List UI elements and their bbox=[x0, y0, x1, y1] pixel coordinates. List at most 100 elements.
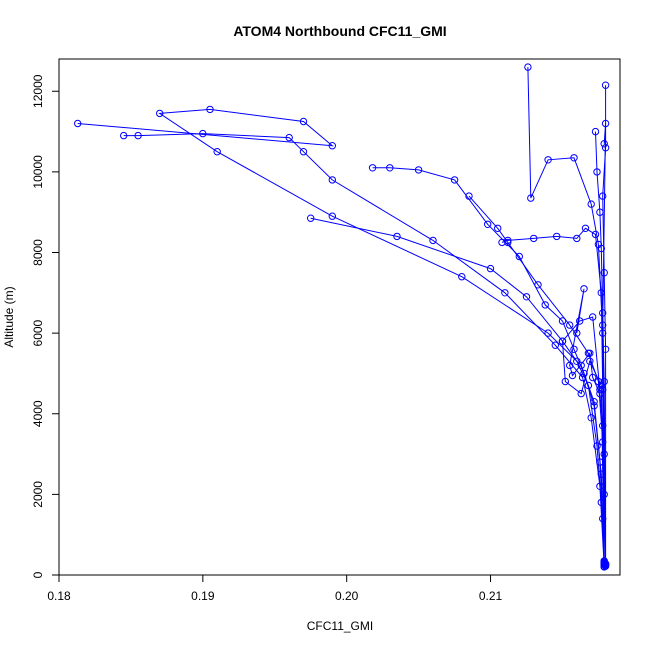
series-line-profile-8 bbox=[595, 131, 607, 565]
data-point bbox=[156, 109, 164, 118]
series-line-profile-7 bbox=[501, 227, 605, 563]
data-point bbox=[206, 105, 214, 114]
data-point bbox=[515, 252, 523, 261]
data-point bbox=[573, 329, 581, 337]
data-point bbox=[601, 81, 610, 89]
data-point bbox=[591, 127, 600, 136]
data-point bbox=[465, 192, 473, 200]
data-point bbox=[299, 117, 308, 126]
data-point bbox=[524, 63, 532, 71]
chart-title: ATOM4 Northbound CFC11_GMI bbox=[233, 23, 446, 39]
data-point bbox=[601, 119, 610, 128]
series-line-profile-5 bbox=[468, 195, 605, 561]
series-line-profile-2 bbox=[310, 217, 605, 563]
data-point bbox=[599, 321, 607, 329]
data-point bbox=[553, 232, 561, 241]
data-point bbox=[587, 414, 595, 422]
data-point bbox=[458, 273, 466, 281]
data-point bbox=[134, 131, 142, 140]
data-point bbox=[561, 377, 569, 386]
series-layer bbox=[74, 63, 610, 571]
plot-frame bbox=[58, 58, 621, 576]
data-point bbox=[577, 361, 585, 370]
x-tick-label: 0.20 bbox=[335, 589, 359, 603]
data-point bbox=[504, 238, 512, 247]
data-point bbox=[586, 357, 594, 365]
data-point bbox=[494, 224, 502, 233]
data-point bbox=[328, 142, 336, 150]
data-point bbox=[600, 269, 608, 277]
series-line-profile-11 bbox=[561, 316, 605, 567]
y-tick-label: 4000 bbox=[31, 400, 45, 427]
data-point bbox=[328, 176, 336, 184]
data-point bbox=[429, 236, 437, 245]
data-point bbox=[577, 389, 585, 398]
data-point bbox=[568, 371, 577, 380]
data-point bbox=[589, 373, 597, 382]
data-point bbox=[573, 357, 581, 365]
data-point bbox=[573, 234, 581, 243]
data-point bbox=[120, 131, 128, 140]
data-point bbox=[587, 200, 595, 208]
data-point bbox=[544, 329, 552, 337]
y-tick-label: 2000 bbox=[31, 481, 45, 508]
data-point bbox=[328, 212, 336, 220]
x-tick-label: 0.18 bbox=[47, 589, 71, 603]
data-point bbox=[599, 422, 607, 430]
data-point bbox=[299, 148, 308, 156]
data-point bbox=[541, 301, 549, 309]
data-point bbox=[570, 345, 578, 353]
series-line-profile-3 bbox=[123, 133, 605, 567]
y-tick-label: 6000 bbox=[31, 319, 45, 346]
data-point bbox=[558, 337, 567, 345]
data-point bbox=[597, 244, 605, 253]
x-axis: 0.18 0.19 0.20 0.21 bbox=[47, 574, 503, 603]
data-point bbox=[597, 381, 605, 390]
y-axis-label: Altitude (m) bbox=[2, 286, 16, 347]
data-point bbox=[581, 224, 590, 233]
series-line-profile-6 bbox=[527, 67, 607, 567]
data-point bbox=[576, 317, 584, 325]
y-axis: 0 2000 4000 6000 8000 10000 12000 bbox=[31, 74, 60, 578]
data-point bbox=[570, 154, 578, 162]
data-point bbox=[501, 289, 509, 297]
data-point bbox=[213, 148, 221, 156]
data-point bbox=[600, 490, 608, 499]
data-point bbox=[593, 442, 601, 450]
data-point bbox=[601, 345, 610, 353]
data-point bbox=[586, 349, 594, 357]
data-point bbox=[307, 214, 315, 222]
data-point bbox=[498, 238, 506, 247]
data-point bbox=[285, 133, 293, 142]
data-point bbox=[486, 264, 495, 273]
data-point bbox=[590, 398, 598, 406]
data-point bbox=[593, 168, 601, 176]
data-point bbox=[199, 129, 207, 138]
data-point bbox=[601, 560, 610, 568]
x-tick-label: 0.19 bbox=[191, 589, 215, 603]
data-point bbox=[527, 194, 535, 202]
data-point bbox=[600, 140, 608, 148]
data-point bbox=[544, 156, 552, 164]
series-line-profile-12 bbox=[602, 123, 607, 564]
data-point bbox=[522, 293, 531, 301]
data-point bbox=[566, 361, 574, 370]
data-point bbox=[591, 230, 600, 239]
y-tick-label: 0 bbox=[31, 571, 45, 578]
data-point bbox=[599, 192, 607, 200]
data-point bbox=[368, 164, 377, 172]
data-point bbox=[414, 166, 423, 174]
data-point bbox=[386, 164, 394, 172]
data-point bbox=[534, 281, 542, 289]
x-axis-label: CFC11_GMI bbox=[307, 619, 373, 633]
x-tick-label: 0.21 bbox=[479, 589, 503, 603]
data-point bbox=[74, 119, 82, 128]
data-point bbox=[580, 285, 588, 293]
y-tick-label: 8000 bbox=[31, 239, 45, 266]
data-point bbox=[393, 232, 401, 241]
data-point bbox=[566, 321, 574, 329]
y-tick-label: 12000 bbox=[31, 74, 45, 108]
data-point bbox=[551, 341, 559, 349]
y-tick-label: 10000 bbox=[31, 155, 45, 189]
data-point bbox=[484, 220, 492, 229]
